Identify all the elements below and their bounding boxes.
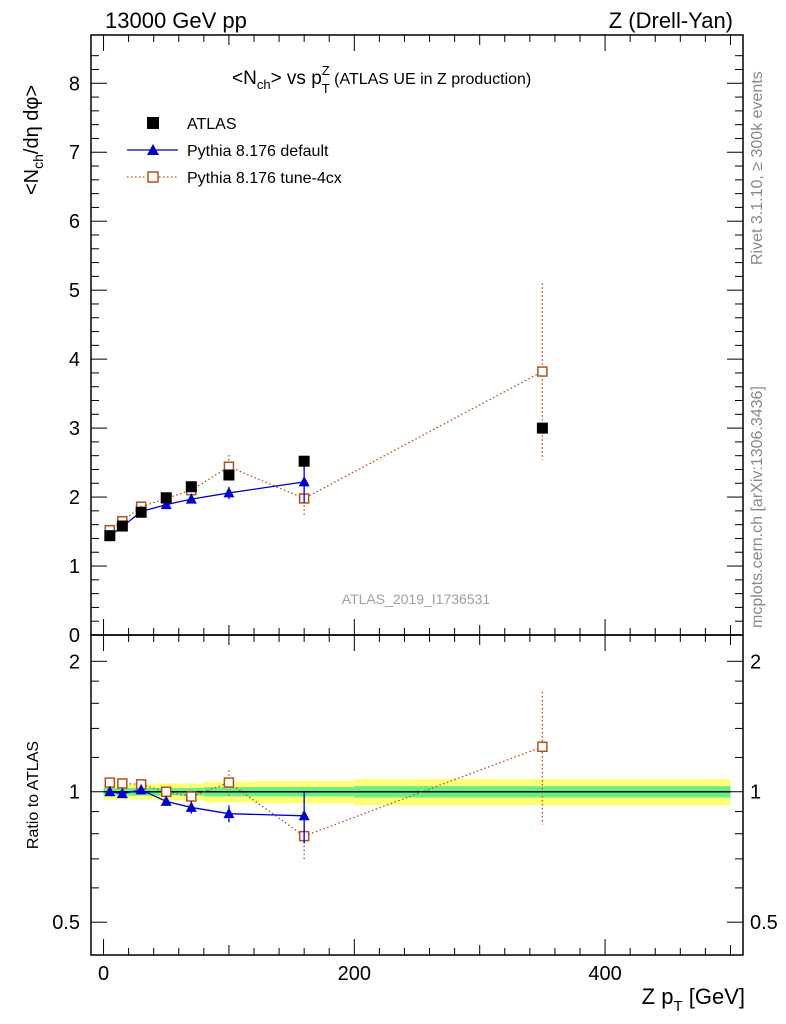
main-panel-series — [104, 283, 548, 542]
data-point-default — [160, 795, 172, 806]
data-point-tune — [537, 366, 548, 377]
x-tick-label: 0 — [98, 963, 109, 985]
ylabel-sub: ch — [30, 154, 46, 169]
ratio-panel-series — [104, 691, 548, 862]
ratio-y-label: Ratio to ATLAS — [25, 741, 42, 849]
legend-label-tune: Pythia 8.176 tune-4cx — [187, 170, 342, 187]
legend-marker-atlas — [147, 117, 159, 129]
data-point-default — [298, 809, 310, 821]
data-point-tune — [117, 778, 128, 789]
data-point-default — [160, 498, 172, 510]
data-point-default — [185, 801, 197, 812]
title-mid: > vs p — [271, 68, 322, 89]
data-point-default — [223, 807, 235, 819]
ratio-uncertainty-bands — [103, 779, 731, 806]
x-tick-label: 400 — [588, 963, 621, 985]
rivet-label: Rivet 3.1.10, ≥ 300k events — [749, 71, 766, 265]
ylabel-b: /dη dφ> — [21, 85, 43, 154]
title-main: <N — [232, 68, 257, 89]
legend-label-default: Pythia 8.176 default — [187, 143, 329, 160]
title-sub1: ch — [257, 77, 271, 92]
data-point-tune — [186, 791, 197, 802]
legend-label-atlas: ATLAS — [187, 116, 237, 133]
x-axis-label: Z pT [GeV] — [642, 984, 745, 1015]
ratio-y-tick-label-right: 0.5 — [750, 912, 778, 934]
y-tick-label: 1 — [69, 556, 80, 578]
ratio-y-tick-label-right: 1 — [750, 782, 761, 804]
y-tick-label: 0 — [69, 625, 80, 647]
data-point-tune — [160, 786, 172, 797]
series-line-tune — [109, 370, 543, 531]
ratio-y-tick-label-left: 0.5 — [52, 912, 80, 934]
y-tick-label: 8 — [69, 73, 80, 95]
y-tick-label: 5 — [69, 280, 80, 302]
data-point-default — [116, 787, 128, 799]
y-tick-label: 6 — [69, 211, 80, 233]
title-sub2: T — [322, 81, 330, 96]
data-point-default — [223, 486, 235, 498]
data-point-atlas — [298, 455, 310, 467]
ratio-panel-frame — [90, 634, 744, 956]
header-left: 13000 GeV pp — [105, 8, 247, 33]
ratio-y-tick-label-left: 1 — [69, 782, 80, 804]
legend-marker-default — [147, 144, 159, 155]
main-y-label: <Nch/dη dφ> — [21, 85, 46, 195]
data-point-atlas — [160, 492, 172, 504]
data-point-tune — [223, 777, 235, 788]
axes: 0 200 400 0 1 2 3 4 5 6 7 8 0.5 0.5 1 1 2 2 — [52, 34, 778, 985]
data-point-atlas — [104, 530, 116, 542]
mcplots-label: mcplots.cern.ch [arXiv:1306.3436] — [749, 386, 766, 628]
ratio-y-tick-label-left: 2 — [69, 651, 80, 673]
data-point-default — [104, 785, 116, 797]
y-tick-label: 4 — [69, 349, 80, 371]
legend-marker-tune — [147, 171, 159, 183]
header-right: Z (Drell-Yan) — [609, 8, 733, 33]
y-tick-label: 7 — [69, 142, 80, 164]
data-point-atlas — [185, 481, 197, 493]
data-point-default — [135, 783, 147, 795]
data-point-tune — [104, 777, 116, 788]
data-point-atlas — [536, 422, 548, 434]
data-point-atlas — [135, 506, 147, 518]
ylabel-a: <N — [21, 169, 43, 195]
data-point-atlas — [223, 469, 235, 481]
legend: ATLAS Pythia 8.176 default Pythia 8.176 … — [127, 116, 342, 187]
series-line-tune — [109, 746, 543, 837]
ratio-y-tick-label-right: 2 — [750, 651, 761, 673]
data-point-tune — [537, 741, 548, 753]
plot-title: <Nch> vs pZ T (ATLAS UE in Z production) — [232, 63, 531, 96]
y-tick-label: 3 — [69, 418, 80, 440]
y-tick-label: 2 — [69, 487, 80, 509]
data-point-default — [185, 493, 197, 504]
title-sup: Z — [322, 63, 330, 78]
title-rest: (ATLAS UE in Z production) — [330, 71, 532, 88]
data-point-default — [298, 475, 310, 487]
watermark: ATLAS_2019_I1736531 — [342, 591, 491, 607]
data-point-atlas — [116, 520, 128, 532]
x-tick-label: 200 — [338, 963, 371, 985]
